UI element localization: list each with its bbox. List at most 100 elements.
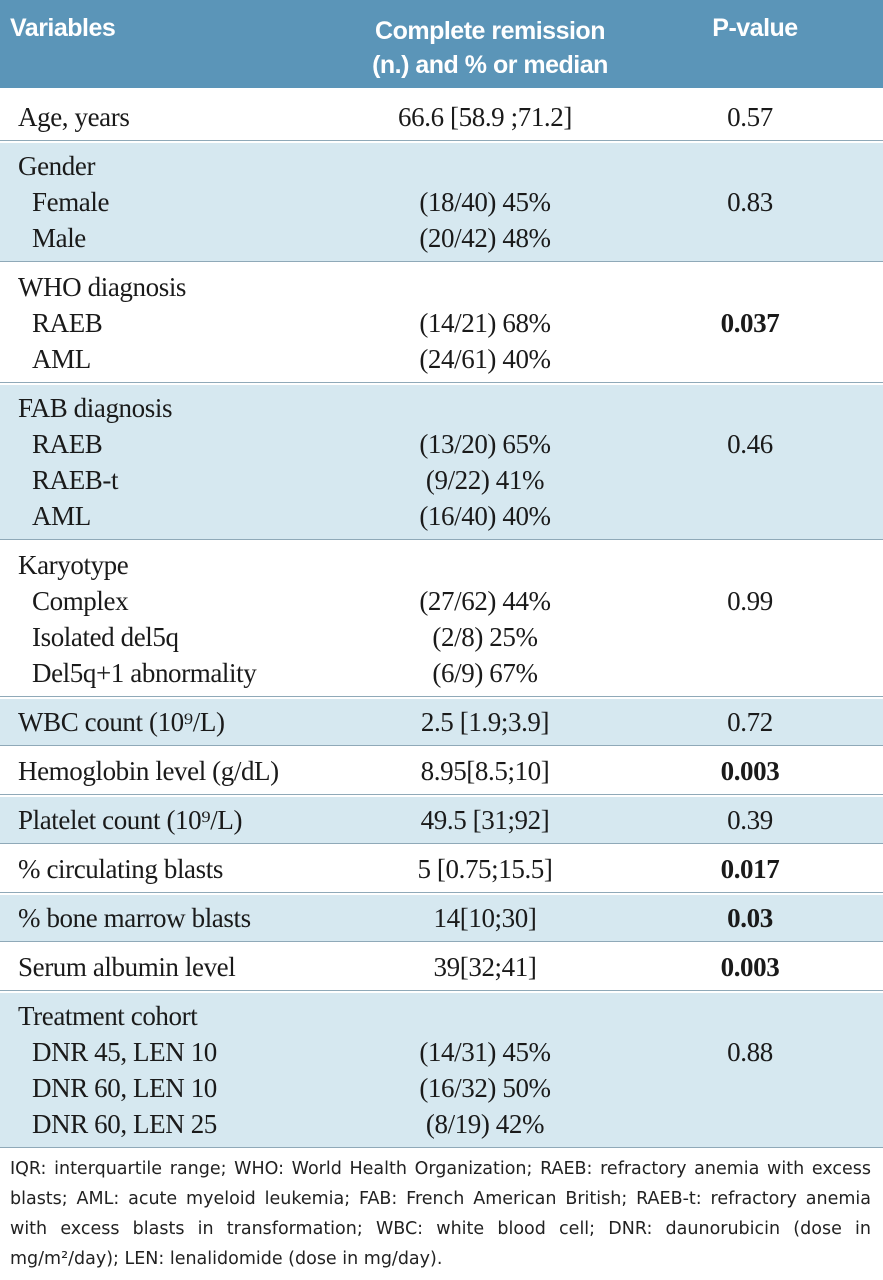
row-group: Serum albumin level 39[32;41] 0.003 <box>0 942 883 991</box>
remission-cell: 5 [0.75;15.5] <box>417 853 553 884</box>
remission-cell: (8/19) 42% <box>425 1108 545 1139</box>
remission-cell: (27/62) 44% <box>419 585 551 616</box>
p-value-cell: 0.003 <box>720 755 780 786</box>
row-label: WHO diagnosis <box>18 271 187 302</box>
table-row: AML (16/40) 40% <box>0 498 883 534</box>
p-value-cell: 0.03 <box>727 902 773 933</box>
table-row: WHO diagnosis <box>0 269 883 305</box>
row-label: Karyotype <box>18 549 129 580</box>
table-row: WBC count (10⁹/L) 2.5 [1.9;3.9] 0.72 <box>0 704 883 740</box>
row-group: % circulating blasts 5 [0.75;15.5] 0.017 <box>0 844 883 893</box>
row-label: DNR 60, LEN 25 <box>32 1108 217 1139</box>
row-label: RAEB <box>32 428 103 459</box>
remission-cell: 66.6 [58.9 ;71.2] <box>398 101 572 132</box>
remission-cell: (24/61) 40% <box>419 343 551 374</box>
table-row: RAEB-t (9/22) 41% <box>0 462 883 498</box>
table-row: Complex (27/62) 44% 0.99 <box>0 583 883 619</box>
row-label: FAB diagnosis <box>18 392 173 423</box>
table-row: Del5q+1 abnormality (6/9) 67% <box>0 655 883 691</box>
remission-cell: 39[32;41] <box>433 951 537 982</box>
remission-cell: (6/9) 67% <box>432 657 538 688</box>
p-value-cell: 0.017 <box>720 853 780 884</box>
row-label: AML <box>32 500 91 531</box>
remission-cell: (13/20) 65% <box>419 428 551 459</box>
row-label: Isolated del5q <box>32 621 179 652</box>
remission-cell: (16/32) 50% <box>419 1072 551 1103</box>
row-label: RAEB <box>32 307 103 338</box>
p-value-cell: 0.88 <box>727 1036 773 1067</box>
table-row: Karyotype <box>0 547 883 583</box>
table-row: Platelet count (10⁹/L) 49.5 [31;92] 0.39 <box>0 802 883 838</box>
remission-cell: (20/42) 48% <box>419 222 551 253</box>
p-value-cell: 0.99 <box>727 585 773 616</box>
row-group: Hemoglobin level (g/dL) 8.95[8.5;10] 0.003 <box>0 746 883 795</box>
row-label: DNR 45, LEN 10 <box>32 1036 217 1067</box>
remission-cell: (14/31) 45% <box>419 1036 551 1067</box>
row-group: WHO diagnosis RAEB (14/21) 68% 0.037 AML (24/… <box>0 262 883 383</box>
remission-cell: 14[10;30] <box>433 902 537 933</box>
remission-cell: (2/8) 25% <box>432 621 538 652</box>
remission-cell: (9/22) 41% <box>425 464 545 495</box>
row-label: WBC count (10⁹/L) <box>18 706 225 737</box>
remission-cell: 49.5 [31;92] <box>420 804 550 835</box>
table-row: DNR 45, LEN 10 (14/31) 45% 0.88 <box>0 1034 883 1070</box>
row-group: Platelet count (10⁹/L) 49.5 [31;92] 0.39 <box>0 795 883 844</box>
header-cell: Complete remission (n.) and % or median … <box>340 0 640 113</box>
table-row: Age, years 66.6 [58.9 ;71.2] 0.57 <box>0 99 883 135</box>
p-value-cell: 0.037 <box>720 307 780 338</box>
row-group: Age, years 66.6 [58.9 ;71.2] 0.57 <box>0 92 883 141</box>
remission-cell: 2.5 [1.9;3.9] <box>420 706 550 737</box>
header-cell: Variables <box>10 14 116 42</box>
remission-cell: 8.95[8.5;10] <box>420 755 550 786</box>
table-row: Treatment cohort <box>0 998 883 1034</box>
remission-cell: (16/40) 40% <box>419 500 551 531</box>
table-row: Gender <box>0 148 883 184</box>
row-label: DNR 60, LEN 10 <box>32 1072 217 1103</box>
row-group: % bone marrow blasts 14[10;30] 0.03 <box>0 893 883 942</box>
row-label: % bone marrow blasts <box>18 902 251 933</box>
p-value-cell: 0.83 <box>727 186 773 217</box>
remission-cell: (18/40) 45% <box>419 186 551 217</box>
p-value-cell: 0.57 <box>727 101 773 132</box>
row-label: Male <box>32 222 86 253</box>
table-row: DNR 60, LEN 25 (8/19) 42% <box>0 1106 883 1142</box>
row-label: RAEB-t <box>32 464 119 495</box>
row-label: Treatment cohort <box>18 1000 198 1031</box>
row-label: % circulating blasts <box>18 853 223 884</box>
table-row: Female (18/40) 45% 0.83 <box>0 184 883 220</box>
footnote: IQR: interquartile range; WHO: World Hea… <box>10 1159 871 1269</box>
header-text: (n.) and % or median [IQR] <box>372 51 608 113</box>
remission-cell: (14/21) 68% <box>419 307 551 338</box>
row-group: Gender Female (18/40) 45% 0.83 Male (20/42) 4… <box>0 141 883 262</box>
table-row: Male (20/42) 48% <box>0 220 883 256</box>
row-label: Age, years <box>18 101 130 132</box>
table-row: RAEB (13/20) 65% 0.46 <box>0 426 883 462</box>
header-text: Complete remission <box>375 17 605 45</box>
row-label: Hemoglobin level (g/dL) <box>18 755 279 786</box>
table-body: Age, years 66.6 [58.9 ;71.2] 0.57 Gender Fem… <box>0 92 883 1148</box>
row-label: Platelet count (10⁹/L) <box>18 804 243 835</box>
header-cell: P-value <box>712 14 798 42</box>
p-value-cell: 0.003 <box>720 951 780 982</box>
row-label: AML <box>32 343 91 374</box>
table-header: Variables Complete remission (n.) and % … <box>0 0 883 113</box>
row-group: FAB diagnosis RAEB (13/20) 65% 0.46 RAEB-t (9… <box>0 383 883 540</box>
table-row: Isolated del5q (2/8) 25% <box>0 619 883 655</box>
p-value-cell: 0.46 <box>727 428 773 459</box>
row-label: Del5q+1 abnormality <box>32 657 257 688</box>
row-group: Karyotype Complex (27/62) 44% 0.99 Isolated … <box>0 540 883 697</box>
row-group: WBC count (10⁹/L) 2.5 [1.9;3.9] 0.72 <box>0 697 883 746</box>
row-label: Gender <box>18 150 96 181</box>
row-group: Treatment cohort DNR 45, LEN 10 (14/31) 45… <box>0 991 883 1148</box>
table-row: % bone marrow blasts 14[10;30] 0.03 <box>0 900 883 936</box>
p-value-cell: 0.72 <box>727 706 773 737</box>
table-row: AML (24/61) 40% <box>0 341 883 377</box>
p-value-cell: 0.39 <box>727 804 773 835</box>
table-row: Serum albumin level 39[32;41] 0.003 <box>0 949 883 985</box>
row-label: Female <box>32 186 110 217</box>
row-label: Complex <box>32 585 129 616</box>
table-row: RAEB (14/21) 68% 0.037 <box>0 305 883 341</box>
row-label: Serum albumin level <box>18 951 236 982</box>
table-row: % circulating blasts 5 [0.75;15.5] 0.017 <box>0 851 883 887</box>
